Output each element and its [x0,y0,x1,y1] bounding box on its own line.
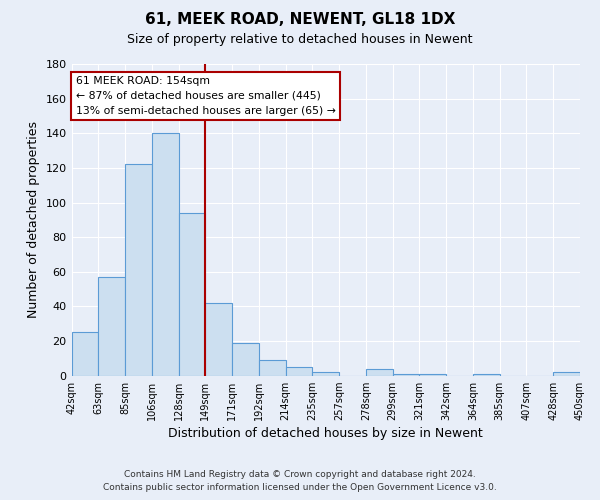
Text: Size of property relative to detached houses in Newent: Size of property relative to detached ho… [127,32,473,46]
Bar [98,277,125,376]
Bar [473,374,500,376]
Text: Contains HM Land Registry data © Crown copyright and database right 2024.
Contai: Contains HM Land Registry data © Crown c… [103,470,497,492]
Bar [286,367,313,376]
Bar [71,332,98,376]
Bar [419,374,446,376]
Bar [232,343,259,376]
Y-axis label: Number of detached properties: Number of detached properties [27,122,40,318]
Text: 61 MEEK ROAD: 154sqm
← 87% of detached houses are smaller (445)
13% of semi-deta: 61 MEEK ROAD: 154sqm ← 87% of detached h… [76,76,335,116]
Text: 61, MEEK ROAD, NEWENT, GL18 1DX: 61, MEEK ROAD, NEWENT, GL18 1DX [145,12,455,28]
Bar [313,372,339,376]
Bar [125,164,152,376]
Bar [259,360,286,376]
Bar [366,369,392,376]
Bar [392,374,419,376]
Bar [152,134,179,376]
Bar [205,303,232,376]
Bar [553,372,580,376]
Bar [179,213,205,376]
X-axis label: Distribution of detached houses by size in Newent: Distribution of detached houses by size … [169,427,483,440]
